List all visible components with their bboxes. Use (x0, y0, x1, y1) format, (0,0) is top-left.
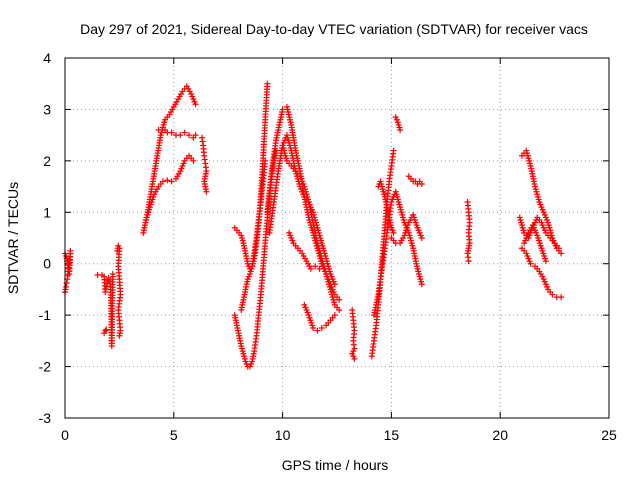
data-point (312, 263, 319, 270)
data-point (103, 326, 110, 333)
x-tick-label: 5 (170, 427, 178, 443)
x-tick-label: 25 (601, 427, 617, 443)
y-tick-label: -3 (39, 410, 52, 426)
data-point (177, 132, 184, 139)
data-point (558, 294, 565, 301)
data-point (106, 278, 113, 285)
data-point (109, 271, 116, 277)
data-point (168, 129, 175, 136)
plot-frame (64, 57, 610, 419)
data-point (314, 327, 321, 334)
data-point (67, 247, 74, 254)
y-tick-label: -2 (39, 359, 52, 375)
data-point (336, 296, 343, 303)
data-point (318, 325, 325, 331)
data-point (418, 281, 425, 288)
y-tick-label: 4 (43, 50, 51, 66)
data-point (192, 132, 199, 139)
data-point (542, 258, 549, 265)
data-point (555, 245, 562, 252)
data-point (316, 265, 323, 272)
data-point (262, 157, 269, 164)
data-point (105, 275, 112, 282)
data-point (397, 127, 404, 133)
data-point (102, 327, 109, 334)
x-tick-label: 15 (384, 427, 400, 443)
data-point (331, 312, 338, 319)
y-tick-label: 3 (43, 101, 51, 117)
data-point (159, 178, 166, 185)
data-point (168, 178, 175, 185)
data-point (307, 265, 314, 272)
data-point (155, 127, 162, 133)
data-point (390, 147, 397, 154)
data-point (336, 307, 343, 313)
data-point (549, 291, 556, 298)
chart-title: Day 297 of 2021, Sidereal Day-to-day VTE… (80, 21, 588, 37)
y-tick-label: -1 (39, 307, 52, 323)
y-axis-label: SDTVAR / TECUs (5, 182, 21, 294)
data-point (527, 260, 534, 267)
x-tick-label: 0 (61, 427, 69, 443)
x-tick-label: 20 (492, 427, 508, 443)
data-point (116, 332, 123, 339)
x-tick-label: 10 (275, 427, 291, 443)
data-point (190, 157, 197, 164)
data-point (192, 101, 199, 108)
data-point (390, 229, 397, 236)
y-tick-label: 1 (43, 204, 51, 220)
data-point (164, 177, 171, 184)
data-point (465, 258, 472, 265)
data-points (62, 80, 565, 370)
data-point (331, 281, 338, 288)
data-point (203, 188, 210, 195)
data-point (558, 250, 565, 257)
x-axis-label: GPS time / hours (282, 457, 389, 473)
data-point (418, 235, 425, 241)
data-point (181, 129, 188, 136)
data-point (418, 181, 425, 187)
data-point (186, 132, 193, 139)
data-point (102, 289, 109, 295)
data-point (351, 355, 358, 362)
y-tick-label: 2 (43, 153, 51, 169)
tick-labels: -3 -2 -1 0 1 2 3 4 0 5 10 15 20 25 (39, 50, 617, 443)
data-point (310, 325, 317, 331)
data-point (264, 80, 271, 87)
y-tick-label: 0 (43, 256, 51, 272)
